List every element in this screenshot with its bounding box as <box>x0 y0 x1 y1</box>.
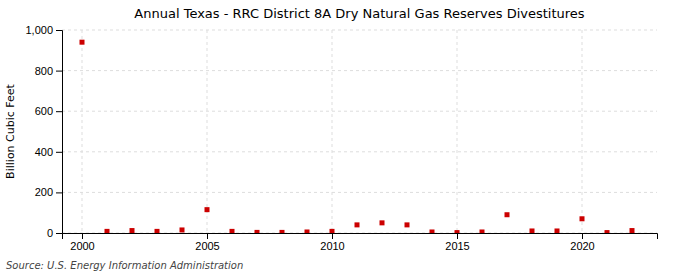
point <box>105 229 110 233</box>
point <box>630 228 635 233</box>
point <box>505 212 510 217</box>
tick: 2010 <box>320 233 344 252</box>
points <box>80 40 635 233</box>
tick-mark <box>56 192 62 193</box>
point <box>480 229 485 233</box>
tick: 800 <box>35 65 62 77</box>
tick-mark <box>82 233 83 239</box>
point <box>405 222 410 227</box>
tick: 0 <box>47 227 62 239</box>
tick-label: 2005 <box>195 240 219 252</box>
source: Source: U.S. Energy Information Administ… <box>6 260 243 271</box>
plot: 2000 2005 2010 2015 2020 0 200 400 600 800 1,000 <box>25 24 657 252</box>
point <box>580 216 585 221</box>
grid-line <box>62 151 657 152</box>
point <box>455 230 460 233</box>
tick: 2015 <box>445 233 469 252</box>
tick-mark <box>207 233 208 239</box>
tick-mark <box>56 71 62 72</box>
grid-line <box>207 30 208 233</box>
tick-label: 400 <box>35 146 53 158</box>
tick-label: 600 <box>35 105 53 117</box>
point <box>605 230 610 233</box>
grid-line <box>332 30 333 233</box>
point <box>530 228 535 233</box>
point <box>280 230 285 233</box>
tick: 2005 <box>195 233 219 252</box>
tick: 1,000 <box>25 24 62 36</box>
tick-mark <box>56 233 62 234</box>
axis-line <box>63 234 658 240</box>
point <box>180 227 185 232</box>
point <box>330 229 335 233</box>
tick-mark <box>56 152 62 153</box>
point <box>130 228 135 233</box>
y-axis: 0 200 400 600 800 1,000 <box>25 24 62 239</box>
point <box>155 229 160 233</box>
grid-line <box>582 30 583 233</box>
point <box>355 222 360 227</box>
point <box>205 207 210 212</box>
grid <box>62 30 657 233</box>
y-axis-title: Billion Cubic Feet <box>4 83 17 178</box>
tick-label: 2015 <box>445 240 469 252</box>
tick: 600 <box>35 105 62 117</box>
grid-line <box>62 111 657 112</box>
tick-mark <box>56 30 62 31</box>
tick-mark <box>56 111 62 112</box>
tick: 200 <box>35 186 62 198</box>
tick-mark <box>457 233 458 239</box>
grid-line <box>62 192 657 193</box>
tick: 2000 <box>70 233 94 252</box>
grid-line <box>457 30 458 233</box>
point <box>255 230 260 233</box>
point <box>380 220 385 225</box>
grid-line <box>82 30 83 233</box>
tick-mark <box>332 233 333 239</box>
grid-line <box>62 30 657 31</box>
tick-label: 2020 <box>570 240 594 252</box>
point <box>430 229 435 233</box>
tick: 2020 <box>570 233 594 252</box>
tick-label: 2000 <box>70 240 94 252</box>
tick-label: 0 <box>47 227 53 239</box>
point <box>555 228 560 233</box>
point <box>230 229 235 233</box>
tick: 400 <box>35 146 62 158</box>
grid-line <box>62 70 657 71</box>
axis-line <box>56 31 63 234</box>
point <box>305 229 310 233</box>
chart: 2000 2005 2010 2015 2020 0 200 400 600 800 1,000 An… <box>0 0 675 275</box>
tick-label: 2010 <box>320 240 344 252</box>
x-axis: 2000 2005 2010 2015 2020 <box>63 233 658 252</box>
tick-mark <box>582 233 583 239</box>
tick-label: 1,000 <box>25 24 53 36</box>
tick-label: 200 <box>35 186 53 198</box>
tick-label: 800 <box>35 65 53 77</box>
title: Annual Texas - RRC District 8A Dry Natur… <box>134 6 585 21</box>
point <box>80 40 85 45</box>
